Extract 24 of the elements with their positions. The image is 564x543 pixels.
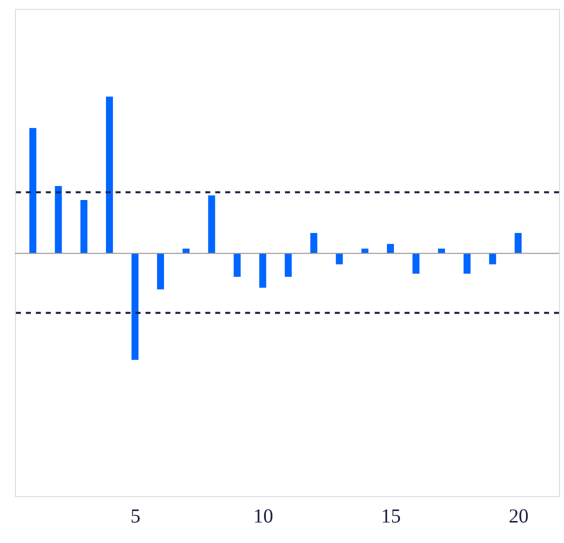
bar — [259, 253, 266, 288]
bar — [336, 253, 343, 264]
bar — [132, 253, 138, 360]
bar — [361, 248, 368, 254]
bar — [54, 186, 62, 254]
x-tick-label: 5 — [130, 506, 141, 528]
bar — [438, 248, 446, 254]
x-tick-label: 15 — [380, 506, 401, 528]
x-tick-label: 10 — [253, 506, 274, 528]
bar — [284, 253, 292, 277]
bar — [106, 96, 113, 254]
bar — [310, 232, 318, 254]
bar — [157, 253, 164, 290]
bar — [386, 244, 394, 254]
bar — [514, 232, 522, 254]
bar — [80, 200, 88, 254]
bar — [29, 128, 36, 254]
bar — [412, 253, 420, 274]
bar — [489, 253, 496, 264]
x-tick-label: 20 — [508, 506, 529, 528]
bar — [464, 253, 471, 274]
bar — [208, 195, 216, 254]
bar — [182, 248, 190, 254]
bar — [234, 253, 241, 277]
